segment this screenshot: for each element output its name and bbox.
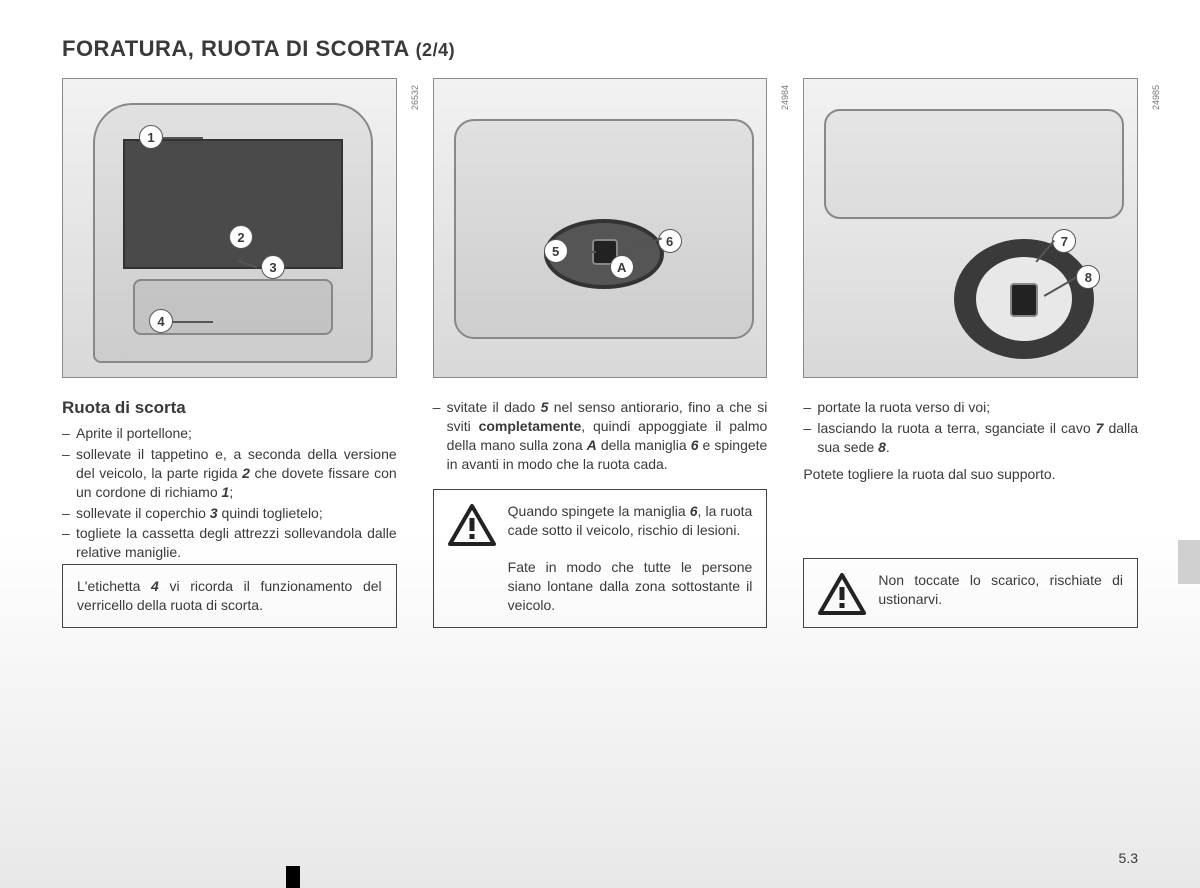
warning-text: Non toccate lo scarico, rischiate di ust…	[878, 571, 1123, 609]
list-item: portate la ruota verso di voi;	[803, 398, 1138, 417]
figure-3-code: 24985	[1151, 85, 1161, 110]
figure-1-code: 26532	[410, 85, 420, 110]
col2-list: svitate il dado 5 nel senso antiorario, …	[433, 398, 768, 476]
col1-heading: Ruota di scorta	[62, 398, 397, 418]
list-item: sollevate il coperchio 3 quindi togliete…	[62, 504, 397, 523]
side-tab	[1178, 540, 1200, 584]
column-1: 26532 1 2 3 4 Ruota di scorta Aprite il …	[62, 78, 397, 628]
title-main: FORATURA, RUOTA DI SCORTA	[62, 36, 416, 61]
callout-7: 7	[1052, 229, 1076, 253]
bottom-tab	[286, 866, 300, 888]
callout-3: 3	[261, 255, 285, 279]
callout-2: 2	[229, 225, 253, 249]
callout-8: 8	[1076, 265, 1100, 289]
col3-list: portate la ruota verso di voi; lasciando…	[803, 398, 1138, 459]
list-item: lasciando la ruota a terra, sganciate il…	[803, 419, 1138, 457]
list-item: togliete la cassetta degli attrezzi soll…	[62, 524, 397, 562]
column-3: 24985 7 8 portate la ruota verso di voi;…	[803, 78, 1138, 628]
col1-note-box: L'etichetta 4 vi ricorda il funzionament…	[62, 564, 397, 628]
warning-text: Quando spingete la maniglia 6, la ruota …	[508, 502, 753, 615]
callout-4: 4	[149, 309, 173, 333]
warning-icon	[448, 504, 496, 546]
callout-6: 6	[658, 229, 682, 253]
figure-2: 24984 5 A 6	[433, 78, 768, 378]
list-item: svitate il dado 5 nel senso antiorario, …	[433, 398, 768, 474]
title-part: (2/4)	[416, 40, 456, 60]
col3-warning-box: Non toccate lo scarico, rischiate di ust…	[803, 558, 1138, 628]
col1-list: Aprite il portellone; sollevate il tappe…	[62, 424, 397, 564]
figure-3: 24985 7 8	[803, 78, 1138, 378]
content-columns: 26532 1 2 3 4 Ruota di scorta Aprite il …	[62, 78, 1138, 628]
list-item: Aprite il portellone;	[62, 424, 397, 443]
page-number: 5.3	[1119, 850, 1138, 866]
column-2: 24984 5 A 6 svitate il dado 5 nel senso …	[433, 78, 768, 628]
figure-1: 26532 1 2 3 4	[62, 78, 397, 378]
list-item: sollevate il tappetino e, a seconda dell…	[62, 445, 397, 502]
callout-A: A	[610, 255, 634, 279]
col2-warning-box: Quando spingete la maniglia 6, la ruota …	[433, 489, 768, 628]
col3-paragraph: Potete togliere la ruota dal suo support…	[803, 465, 1138, 484]
figure-2-code: 24984	[780, 85, 790, 110]
callout-1: 1	[139, 125, 163, 149]
page-title: FORATURA, RUOTA DI SCORTA (2/4)	[62, 36, 1138, 62]
callout-5: 5	[544, 239, 568, 263]
warning-icon	[818, 573, 866, 615]
